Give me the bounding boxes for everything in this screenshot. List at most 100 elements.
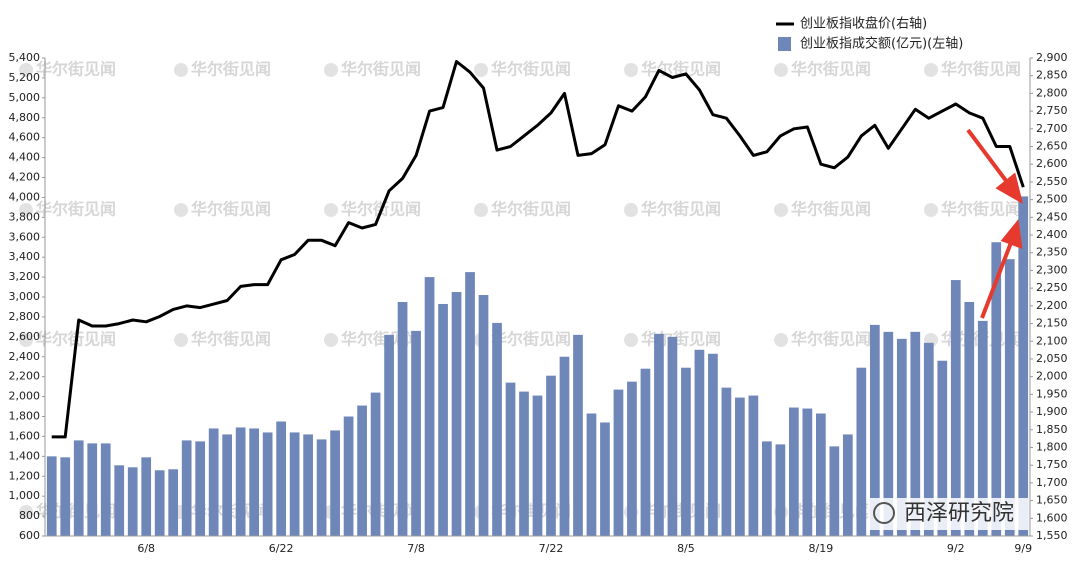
watermark: 华尔街见闻: [191, 330, 271, 349]
watermark: 华尔街见闻: [341, 60, 421, 79]
watermark-icon: [474, 63, 488, 77]
bar: [505, 382, 516, 536]
badge-icon: [873, 502, 895, 524]
y-tick-label: 800: [19, 509, 40, 522]
y-tick-label: 1,000: [9, 489, 41, 502]
bar: [1018, 196, 1029, 536]
y2-tick-label: 2,450: [1036, 210, 1068, 223]
bar: [546, 375, 556, 536]
bar: [600, 422, 610, 536]
bar: [181, 440, 192, 536]
y-tick-label: 3,000: [9, 290, 41, 303]
bar: [451, 292, 462, 536]
bar: [222, 434, 233, 536]
x-tick-label: 6/22: [269, 542, 294, 555]
y2-tick-label: 2,350: [1036, 246, 1068, 259]
bar: [681, 367, 691, 536]
y2-tick-label: 2,650: [1036, 140, 1068, 153]
watermark-icon: [624, 333, 638, 347]
watermark: 华尔街见闻: [341, 330, 421, 349]
bar: [343, 416, 354, 536]
bar: [532, 395, 543, 536]
bar: [762, 441, 772, 536]
bar: [195, 441, 206, 536]
y-tick-label: 2,200: [9, 370, 41, 383]
y2-tick-label: 2,150: [1036, 317, 1068, 330]
bar: [100, 443, 111, 536]
watermark-icon: [924, 63, 938, 77]
y2-tick-label: 2,000: [1036, 370, 1068, 383]
watermark: 华尔街见闻: [791, 330, 871, 349]
y2-tick-label: 1,750: [1036, 458, 1068, 471]
bar: [397, 301, 408, 536]
y-tick-label: 3,600: [9, 230, 41, 243]
y2-tick-label: 2,400: [1036, 228, 1068, 241]
watermark-icon: [774, 333, 788, 347]
bar: [721, 387, 732, 536]
y-tick-label: 2,600: [9, 330, 41, 343]
bar: [667, 336, 678, 536]
bar: [60, 457, 71, 536]
y2-tick-label: 1,950: [1036, 387, 1068, 400]
x-tick-label: 8/19: [809, 542, 834, 555]
bar: [991, 242, 1002, 536]
y-tick-label: 3,200: [9, 270, 41, 283]
bar: [330, 430, 340, 536]
bar: [519, 391, 529, 536]
bar: [735, 397, 745, 536]
arrow: [966, 128, 1012, 188]
legend: 创业板指收盘价(右轴) 创业板指成交额(亿元)(左轴): [776, 16, 963, 52]
watermark-icon: [774, 63, 788, 77]
x-tick-label: 8/5: [677, 542, 695, 555]
bar: [964, 301, 975, 536]
watermark: 华尔街见闻: [491, 200, 571, 219]
bar: [114, 465, 125, 536]
bar: [627, 381, 637, 536]
bar: [789, 407, 799, 536]
bar: [937, 360, 948, 536]
bar: [829, 446, 840, 536]
bar: [802, 408, 813, 536]
watermark-icon: [19, 63, 33, 77]
bar: [856, 367, 867, 536]
x-tick-label: 7/8: [407, 542, 425, 555]
x-tick-label: 6/8: [137, 542, 155, 555]
bar: [478, 295, 489, 536]
bar: [316, 439, 327, 536]
watermark-icon: [924, 203, 938, 217]
watermark: 华尔街见闻: [191, 60, 271, 79]
y-tick-label: 3,400: [9, 250, 41, 263]
bar: [370, 392, 381, 536]
y-tick-label: 1,200: [9, 469, 41, 482]
bar: [640, 368, 651, 536]
badge: 西泽研究院: [868, 498, 1028, 530]
watermark-icon: [474, 203, 488, 217]
watermark: 华尔街见闻: [191, 200, 271, 219]
bar: [465, 272, 475, 536]
badge-text: 西泽研究院: [904, 501, 1014, 526]
legend-label: 创业板指成交额(亿元)(左轴): [800, 36, 963, 52]
watermark: 华尔街见闻: [641, 60, 721, 79]
y2-tick-label: 2,100: [1036, 334, 1068, 347]
y-tick-label: 1,600: [9, 429, 41, 442]
x-tick-label: 9/9: [1014, 542, 1032, 555]
bar: [1004, 259, 1015, 536]
bar: [694, 349, 705, 536]
bar: [708, 353, 718, 536]
y2-tick-label: 2,850: [1036, 69, 1068, 82]
bar: [73, 440, 84, 536]
bar: [586, 413, 597, 536]
bar: [559, 356, 570, 536]
bar: [815, 413, 826, 536]
bar: [141, 457, 152, 536]
watermark-icon: [174, 203, 188, 217]
line: [51, 60, 1025, 439]
bar: [923, 342, 934, 536]
y-tick-label: 2,400: [9, 350, 41, 363]
y-tick-label: 5,400: [9, 51, 41, 64]
y-tick-label: 600: [19, 529, 40, 542]
bar: [910, 331, 921, 536]
watermark: 华尔街见闻: [491, 60, 571, 79]
y-tick-label: 4,800: [9, 111, 41, 124]
bar: [46, 456, 57, 536]
